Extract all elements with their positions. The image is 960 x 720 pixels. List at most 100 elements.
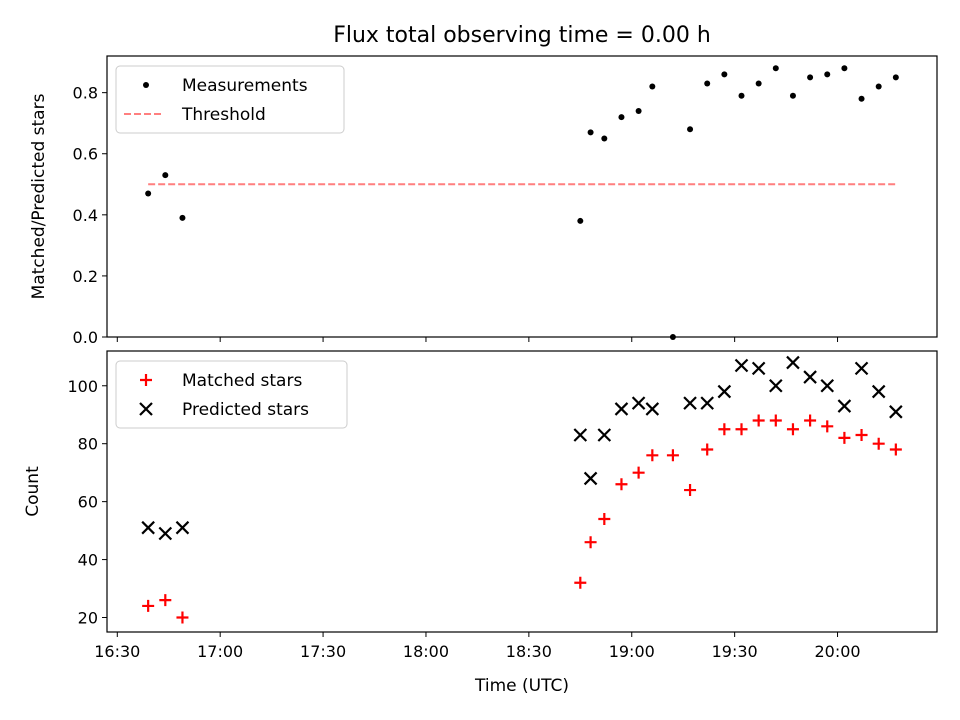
legend-label: Measurements [182,76,308,96]
series-predicted-stars [141,355,903,541]
series-measurements [145,65,899,340]
predicted-star-point [854,361,869,376]
predicted-star-point [717,384,732,399]
matched-star-point [646,449,659,462]
measurement-point [145,190,152,197]
measurement-point [755,80,762,87]
y-tick-label: 0.0 [73,328,98,347]
matched-star-point [176,611,189,624]
matched-star-point [632,466,645,479]
x-tick-label: 19:00 [609,642,655,661]
bottom-axes: 20 40 60 80 100 16:30 17:00 17:30 18:00 18:30 19:0… [23,350,938,696]
top-chart-title: Flux total observing time = 0.00 h [333,23,711,48]
y-tick-label: 0.4 [73,206,98,225]
legend: Measurements Threshold [115,65,345,134]
matched-star-point [598,513,611,526]
predicted-star-point [734,358,749,373]
x-tick-label: 17:00 [197,642,243,661]
matched-star-point [821,420,834,433]
x-tick-label: 18:30 [506,642,552,661]
y-tick-label: 0.2 [73,267,98,286]
measurement-point [789,92,796,99]
measurement-point [807,74,814,81]
predicted-star-point [803,370,817,384]
matched-star-point [574,576,587,589]
predicted-star-point [820,378,835,393]
measurement-point [601,135,608,142]
legend-box [115,65,345,134]
predicted-star-point [631,396,646,410]
matched-star-point [701,443,714,456]
y-axis-label: Count [23,466,43,517]
matched-star-point [804,414,817,427]
measurement-point [162,172,169,179]
matched-star-point [855,429,868,442]
legend-box [115,360,348,429]
x-tick-label: 20:00 [814,642,860,661]
matched-star-point [752,414,765,427]
x-tick-label: 18:00 [403,642,449,661]
measurement-point [687,126,694,133]
matched-star-point [838,431,851,444]
matched-star-point [666,449,679,462]
predicted-star-point [837,399,852,413]
measurement-point [721,71,728,78]
matched-star-point [718,423,731,436]
predicted-star-point [683,396,697,410]
predicted-star-point [751,361,766,376]
legend-plus-marker [140,374,152,386]
y-tick-label: 40 [78,551,98,570]
predicted-star-point [141,520,155,535]
x-tick-label: 17:30 [300,642,346,661]
legend-x-marker [139,402,153,416]
axes-frame [106,55,938,338]
measurement-point [704,80,711,87]
matched-star-point [889,443,902,456]
legend-label: Matched stars [182,371,302,391]
predicted-star-point [889,405,903,419]
measurement-point [179,214,186,221]
legend-label: Predicted stars [182,400,309,420]
measurement-point [772,65,779,72]
predicted-star-point [573,428,588,442]
matched-star-point [159,594,172,607]
measurement-point [824,71,831,78]
legend: Matched stars Predicted stars [115,360,348,429]
measurement-point [738,92,745,99]
y-tick-label: 0.8 [73,84,98,103]
y-tick-label: 20 [78,609,98,628]
matched-star-point [735,423,748,436]
matched-star-point [872,437,885,450]
predicted-star-point [158,526,173,541]
legend-dot-marker [143,82,149,88]
matched-star-point [142,599,155,612]
predicted-star-point [597,428,612,442]
predicted-star-point [786,355,800,370]
axes-frame [106,350,938,633]
y-tick-label: 80 [78,435,98,454]
y-tick-label: 0.6 [73,145,98,164]
matched-star-point [584,536,597,549]
y-tick-label: 100 [67,377,98,396]
predicted-star-point [645,402,660,416]
x-tick-label: 19:30 [712,642,758,661]
measurement-point [635,107,642,114]
predicted-star-point [583,471,598,486]
matched-star-point [786,423,799,436]
x-tick-label: 16:30 [94,642,140,661]
matched-star-point [769,414,782,427]
top-axes: 0.0 0.2 0.4 0.6 0.8 Matched/Predicted stars Me… [29,55,938,347]
series-matched-stars [142,414,902,624]
measurement-point [618,114,625,121]
measurement-point [577,217,584,224]
y-tick-label: 60 [78,493,98,512]
matched-star-point [615,478,628,491]
legend-label: Threshold [181,105,266,125]
predicted-star-point [175,520,190,535]
measurement-point [587,129,594,136]
y-axis-label: Matched/Predicted stars [29,93,49,299]
predicted-star-point [614,402,629,416]
predicted-star-point [769,378,783,393]
predicted-star-point [871,384,886,399]
measurement-point [892,74,899,81]
